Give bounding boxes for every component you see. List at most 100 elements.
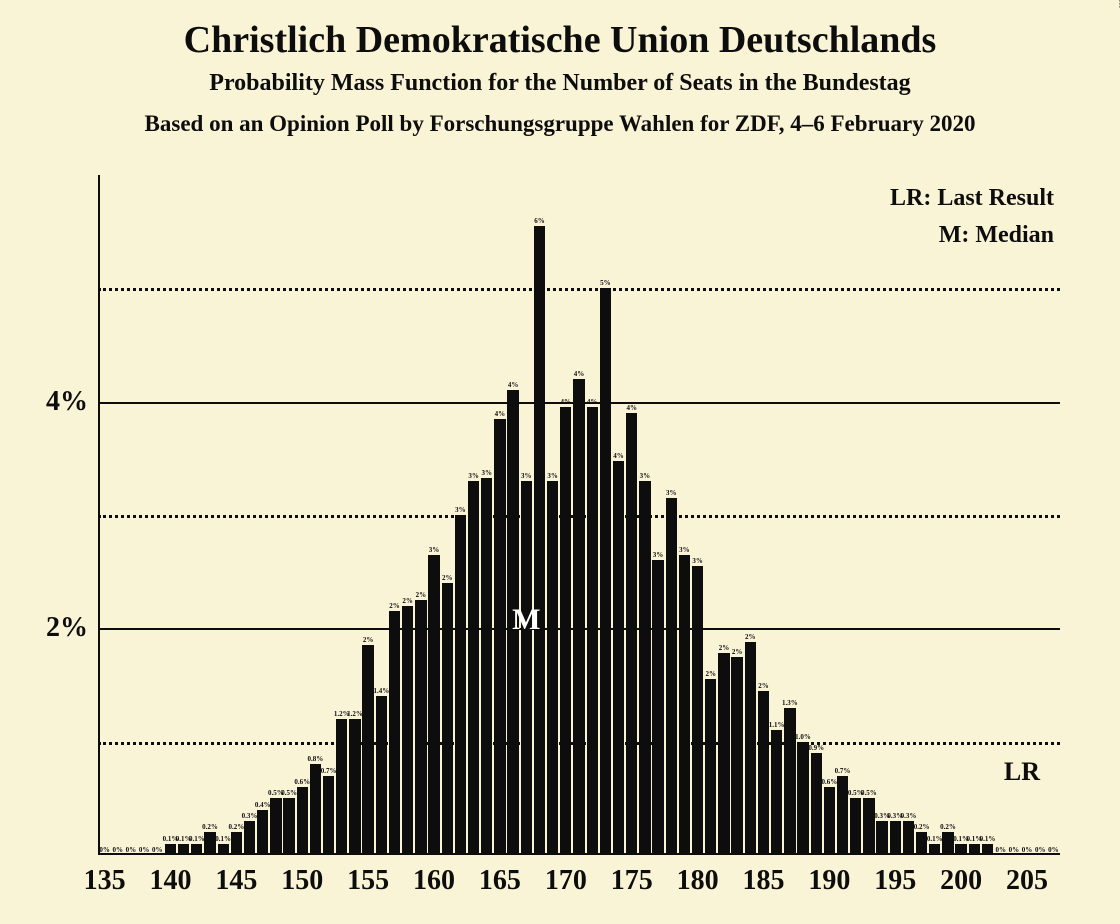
bar: 0.3% [890, 821, 901, 855]
x-tick-label: 170 [545, 855, 587, 897]
chart-subtitle-2: Based on an Opinion Poll by Forschungsgr… [0, 111, 1120, 137]
bar-value-label: 0% [1048, 846, 1059, 854]
bar-value-label: 2% [416, 591, 427, 599]
bar: 3% [481, 478, 492, 855]
x-tick-label: 190 [808, 855, 850, 897]
bar-value-label: 0% [99, 846, 110, 854]
bar-value-label: 4% [508, 381, 519, 389]
bar-value-label: 2% [442, 574, 453, 582]
bar: 2% [389, 611, 400, 855]
bar: 4% [587, 407, 598, 855]
bar: 0.3% [903, 821, 914, 855]
bar-value-label: 4% [587, 398, 598, 406]
bar: 0.5% [283, 798, 294, 855]
bar: 0.1% [982, 844, 993, 855]
bar: 0.1% [191, 844, 202, 855]
legend-m: M: Median [890, 222, 1054, 249]
bar-value-label: 3% [429, 546, 440, 554]
bar: 1.2% [336, 719, 347, 855]
bar: 3% [468, 481, 479, 855]
bar: 4% [613, 461, 624, 855]
bar: 3% [639, 481, 650, 855]
bar-value-label: 0.2% [228, 823, 244, 831]
bar: 0.4% [257, 810, 268, 855]
titles: Christlich Demokratische Union Deutschla… [0, 0, 1120, 137]
bar-value-label: 2% [745, 633, 756, 641]
bar-value-label: 0.1% [980, 835, 996, 843]
bar-value-label: 0% [152, 846, 163, 854]
bar-value-label: 0% [126, 846, 137, 854]
bar: 0.2% [204, 832, 215, 855]
bar: 1.3% [784, 708, 795, 855]
bar: 0.6% [824, 787, 835, 855]
bar: 0.3% [244, 821, 255, 855]
x-tick-label: 200 [940, 855, 982, 897]
y-tick-label: 4% [46, 386, 98, 418]
bar: 0.2% [916, 832, 927, 855]
copyright-text: © 2021 Filip van Laenen [1116, 0, 1120, 8]
bar-value-label: 1.4% [373, 687, 389, 695]
bar: 0.1% [178, 844, 189, 855]
bar-value-label: 0.4% [255, 801, 271, 809]
bar: 2% [718, 653, 729, 855]
plot-area: LR: Last Result M: Median 2%4%0%0%0%0%0%… [98, 175, 1060, 855]
bar: 4% [626, 413, 637, 855]
bar-value-label: 0.9% [808, 744, 824, 752]
last-result-marker: LR [1004, 757, 1040, 787]
x-tick-label: 180 [677, 855, 719, 897]
bar-value-label: 2% [402, 597, 413, 605]
bar: 4% [560, 407, 571, 855]
bar-value-label: 2% [389, 602, 400, 610]
x-tick-label: 140 [149, 855, 191, 897]
bar: 0.5% [850, 798, 861, 855]
bar-value-label: 3% [653, 551, 664, 559]
bar: 3% [692, 566, 703, 855]
bar-value-label: 0.2% [202, 823, 218, 831]
bar: 3% [652, 560, 663, 855]
bar-value-label: 1.0% [795, 733, 811, 741]
bar-value-label: 0.8% [308, 755, 324, 763]
bar-value-label: 2% [363, 636, 374, 644]
bar: 0.6% [297, 787, 308, 855]
bar: 2% [705, 679, 716, 855]
bar: 0.1% [969, 844, 980, 855]
bar: 0.1% [165, 844, 176, 855]
x-tick-label: 145 [215, 855, 257, 897]
chart-subtitle-1: Probability Mass Function for the Number… [0, 70, 1120, 97]
bar: 6% [534, 226, 545, 855]
bar: 3% [428, 555, 439, 855]
gridline-minor [98, 288, 1060, 291]
bar-value-label: 3% [481, 469, 492, 477]
bar: 1.2% [349, 719, 360, 855]
bar-value-label: 4% [561, 398, 572, 406]
bar-value-label: 3% [640, 472, 651, 480]
bar: 0.5% [863, 798, 874, 855]
bar-value-label: 0% [1022, 846, 1033, 854]
bar-value-label: 3% [547, 472, 558, 480]
bar: 3% [521, 481, 532, 855]
bar-value-label: 3% [521, 472, 532, 480]
bar-value-label: 6% [534, 217, 545, 225]
bar-value-label: 0.6% [294, 778, 310, 786]
bar-value-label: 1.2% [347, 710, 363, 718]
bar-value-label: 3% [468, 472, 479, 480]
bar-value-label: 0% [139, 846, 150, 854]
bar-value-label: 0.1% [927, 835, 943, 843]
bar-value-label: 4% [574, 370, 585, 378]
bar: 0.9% [811, 753, 822, 855]
bar-value-label: 0.1% [215, 835, 231, 843]
bar-value-label: 1.1% [769, 721, 785, 729]
bar: 4% [494, 419, 505, 855]
bar-value-label: 0.2% [914, 823, 930, 831]
bar: 2% [745, 642, 756, 855]
bar: 2% [362, 645, 373, 855]
bar: 3% [666, 498, 677, 855]
bar: 2% [442, 583, 453, 855]
bar-value-label: 2% [706, 670, 717, 678]
bar-value-label: 3% [679, 546, 690, 554]
chart-canvas: © 2021 Filip van Laenen Christlich Demok… [0, 0, 1120, 924]
bar: 1.4% [376, 696, 387, 855]
bar-value-label: 2% [719, 644, 730, 652]
bar: 0.1% [929, 844, 940, 855]
bar: 0.1% [218, 844, 229, 855]
